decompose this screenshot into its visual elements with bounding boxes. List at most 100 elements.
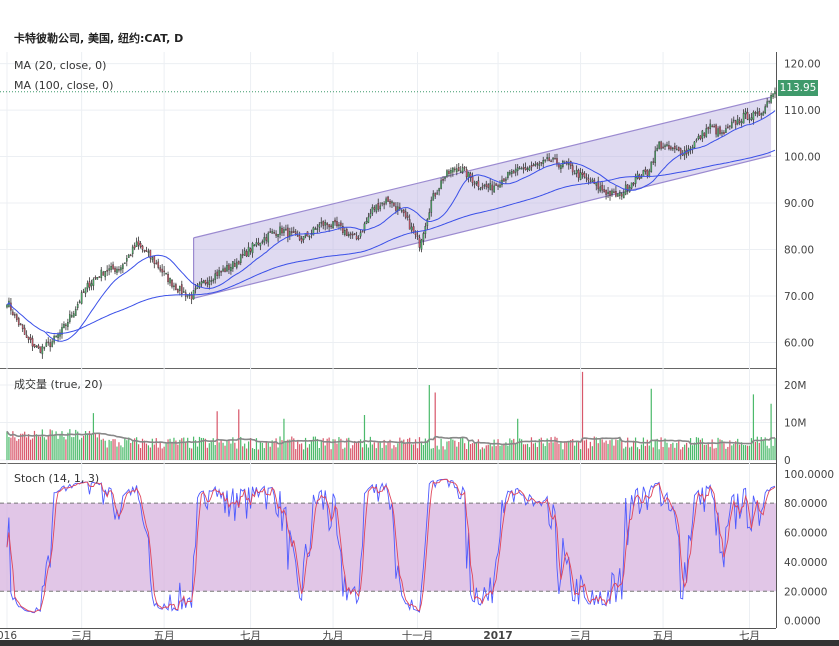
candle <box>159 265 162 273</box>
volume-bar <box>357 440 360 460</box>
candle <box>532 162 535 167</box>
candle <box>261 239 264 245</box>
volume-bar <box>495 445 497 460</box>
candle <box>400 209 403 214</box>
candle <box>137 236 140 250</box>
candle <box>422 231 425 246</box>
candle-body <box>750 117 753 120</box>
volume-bar <box>684 444 686 460</box>
volume-bar <box>646 439 648 460</box>
candle <box>721 129 723 138</box>
volume-bar <box>605 440 607 460</box>
candle-body <box>369 213 372 217</box>
candle <box>82 288 85 293</box>
candle-body <box>287 227 289 238</box>
candle <box>65 323 67 331</box>
candle <box>766 97 768 108</box>
candle-body <box>571 165 574 173</box>
time-tick-label: 016 <box>0 630 17 642</box>
candle <box>88 277 91 291</box>
candle <box>617 193 619 197</box>
candle <box>6 304 8 309</box>
candle-body <box>666 144 668 147</box>
candle <box>17 316 20 327</box>
candle <box>485 180 488 190</box>
candle-body <box>12 311 14 316</box>
candle-body <box>220 271 222 273</box>
volume-bar <box>556 437 558 460</box>
candle-body <box>340 222 342 226</box>
volume-bar <box>271 440 273 460</box>
candle <box>727 123 729 129</box>
legend-volume: 成交量 (true, 20) <box>14 378 103 391</box>
candle <box>503 178 505 182</box>
volume-bar <box>412 444 415 460</box>
candle <box>235 258 238 270</box>
candle <box>770 92 772 104</box>
candle <box>251 241 254 258</box>
volume-bar <box>642 437 645 460</box>
candle-body <box>243 250 246 256</box>
candle-body <box>448 170 450 174</box>
candle-body <box>512 170 515 174</box>
candle <box>226 260 228 273</box>
volume-bar <box>460 438 462 460</box>
candle <box>772 93 774 99</box>
candle <box>603 185 605 193</box>
candle-body <box>6 304 8 308</box>
candle-body <box>72 313 75 318</box>
candle <box>163 265 165 276</box>
candle <box>434 192 437 200</box>
candle-body <box>538 163 541 166</box>
candle-body <box>420 239 423 250</box>
candle-body <box>550 160 552 163</box>
candle-body <box>497 185 499 187</box>
candle-body <box>165 272 167 275</box>
candle-body <box>328 224 330 228</box>
volume-bar <box>228 440 230 460</box>
volume-bar <box>43 437 45 460</box>
volume-bar <box>134 438 136 460</box>
candle-body <box>715 124 717 135</box>
candle-body <box>587 178 590 181</box>
volume-bar <box>407 438 409 460</box>
candle-body <box>514 168 517 173</box>
candle <box>699 135 702 141</box>
volume-bar <box>242 446 244 460</box>
candle-body <box>723 132 725 135</box>
candle-body <box>709 123 712 129</box>
volume-bar <box>90 433 93 460</box>
candle <box>546 153 548 162</box>
candle-body <box>180 284 183 294</box>
candle-body <box>173 285 175 288</box>
stoch-tick-label: 60.0000 <box>784 528 827 540</box>
volume-bar <box>183 437 185 460</box>
candle <box>619 190 621 200</box>
candle <box>577 168 580 182</box>
candle-body <box>355 235 358 240</box>
candle-body <box>542 160 545 165</box>
candle <box>129 253 132 257</box>
volume-bar <box>291 436 293 460</box>
candle-body <box>92 279 95 286</box>
candle-body <box>395 206 397 211</box>
volume-bar <box>377 442 379 460</box>
volume-bar <box>371 444 373 460</box>
candle <box>550 159 552 163</box>
volume-bar <box>352 445 354 460</box>
ma100-line <box>46 149 776 335</box>
candle-body <box>552 157 554 160</box>
candle <box>375 204 378 214</box>
candle <box>615 186 617 198</box>
volume-bar <box>731 445 733 460</box>
volume-bar <box>654 439 656 460</box>
candle-body <box>495 183 497 186</box>
candle <box>204 279 207 286</box>
candle-body <box>579 172 582 180</box>
candle <box>426 218 429 230</box>
candle <box>59 329 61 340</box>
candle-body <box>491 184 493 191</box>
volume-bar <box>277 447 279 460</box>
channel-upper-line <box>193 96 772 239</box>
